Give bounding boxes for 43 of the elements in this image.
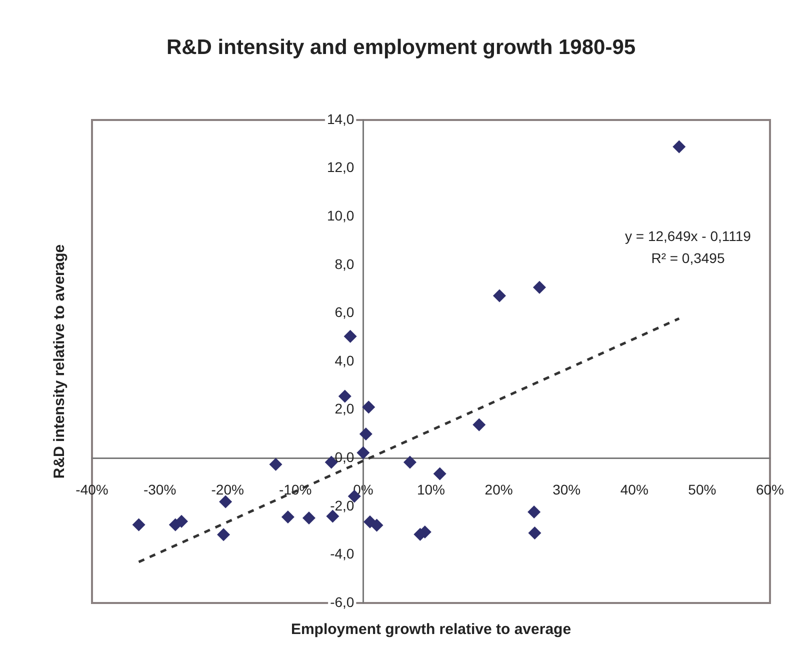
point [338, 390, 352, 403]
point [132, 518, 146, 532]
point [433, 467, 446, 480]
point [356, 446, 370, 460]
x-tick-label: 40% [620, 481, 648, 498]
point [672, 140, 686, 154]
x-axis-title: Employment growth relative to average [290, 621, 572, 638]
y-tick-label: 6,0 [334, 304, 354, 320]
annotation: y = 12,649x - 0,1119 [625, 228, 752, 244]
point [359, 427, 372, 440]
y-tick-label: 4,0 [334, 352, 354, 368]
x-tick-label: 30% [552, 481, 581, 498]
point [217, 528, 230, 542]
x-tick-label: -20% [211, 481, 244, 498]
y-tick-label: 10,0 [326, 207, 354, 224]
y-tick-label: -4,0 [330, 546, 354, 562]
point [492, 289, 506, 302]
chart-title: R&D intensity and employment growth 1980-95 [166, 36, 636, 59]
y-axis-title: R&D intensity relative to average [51, 244, 68, 479]
point [281, 510, 294, 524]
point [344, 330, 357, 343]
x-tick-label: -30% [143, 481, 176, 498]
x-tick-label: 50% [688, 481, 716, 498]
y-tick-label: 2,0 [334, 400, 354, 417]
point [370, 518, 384, 532]
point [269, 458, 282, 471]
point [528, 505, 541, 518]
point [362, 400, 376, 414]
x-tick-label: 20% [484, 481, 513, 498]
y-tick-label: 12,0 [326, 159, 354, 176]
point [219, 495, 232, 508]
point [174, 514, 188, 528]
point [472, 418, 486, 432]
point [302, 511, 316, 524]
y-tick-label: 14,0 [326, 110, 354, 127]
point [528, 526, 542, 540]
point [403, 456, 416, 469]
x-tick-label: 10% [416, 481, 446, 498]
y-tick-label: 8,0 [334, 256, 354, 272]
annotation: R² = 0,3495 [651, 250, 725, 266]
point [532, 280, 546, 294]
y-tick-label: -6,0 [330, 594, 354, 610]
y-tick-label: -2,0 [330, 497, 354, 514]
